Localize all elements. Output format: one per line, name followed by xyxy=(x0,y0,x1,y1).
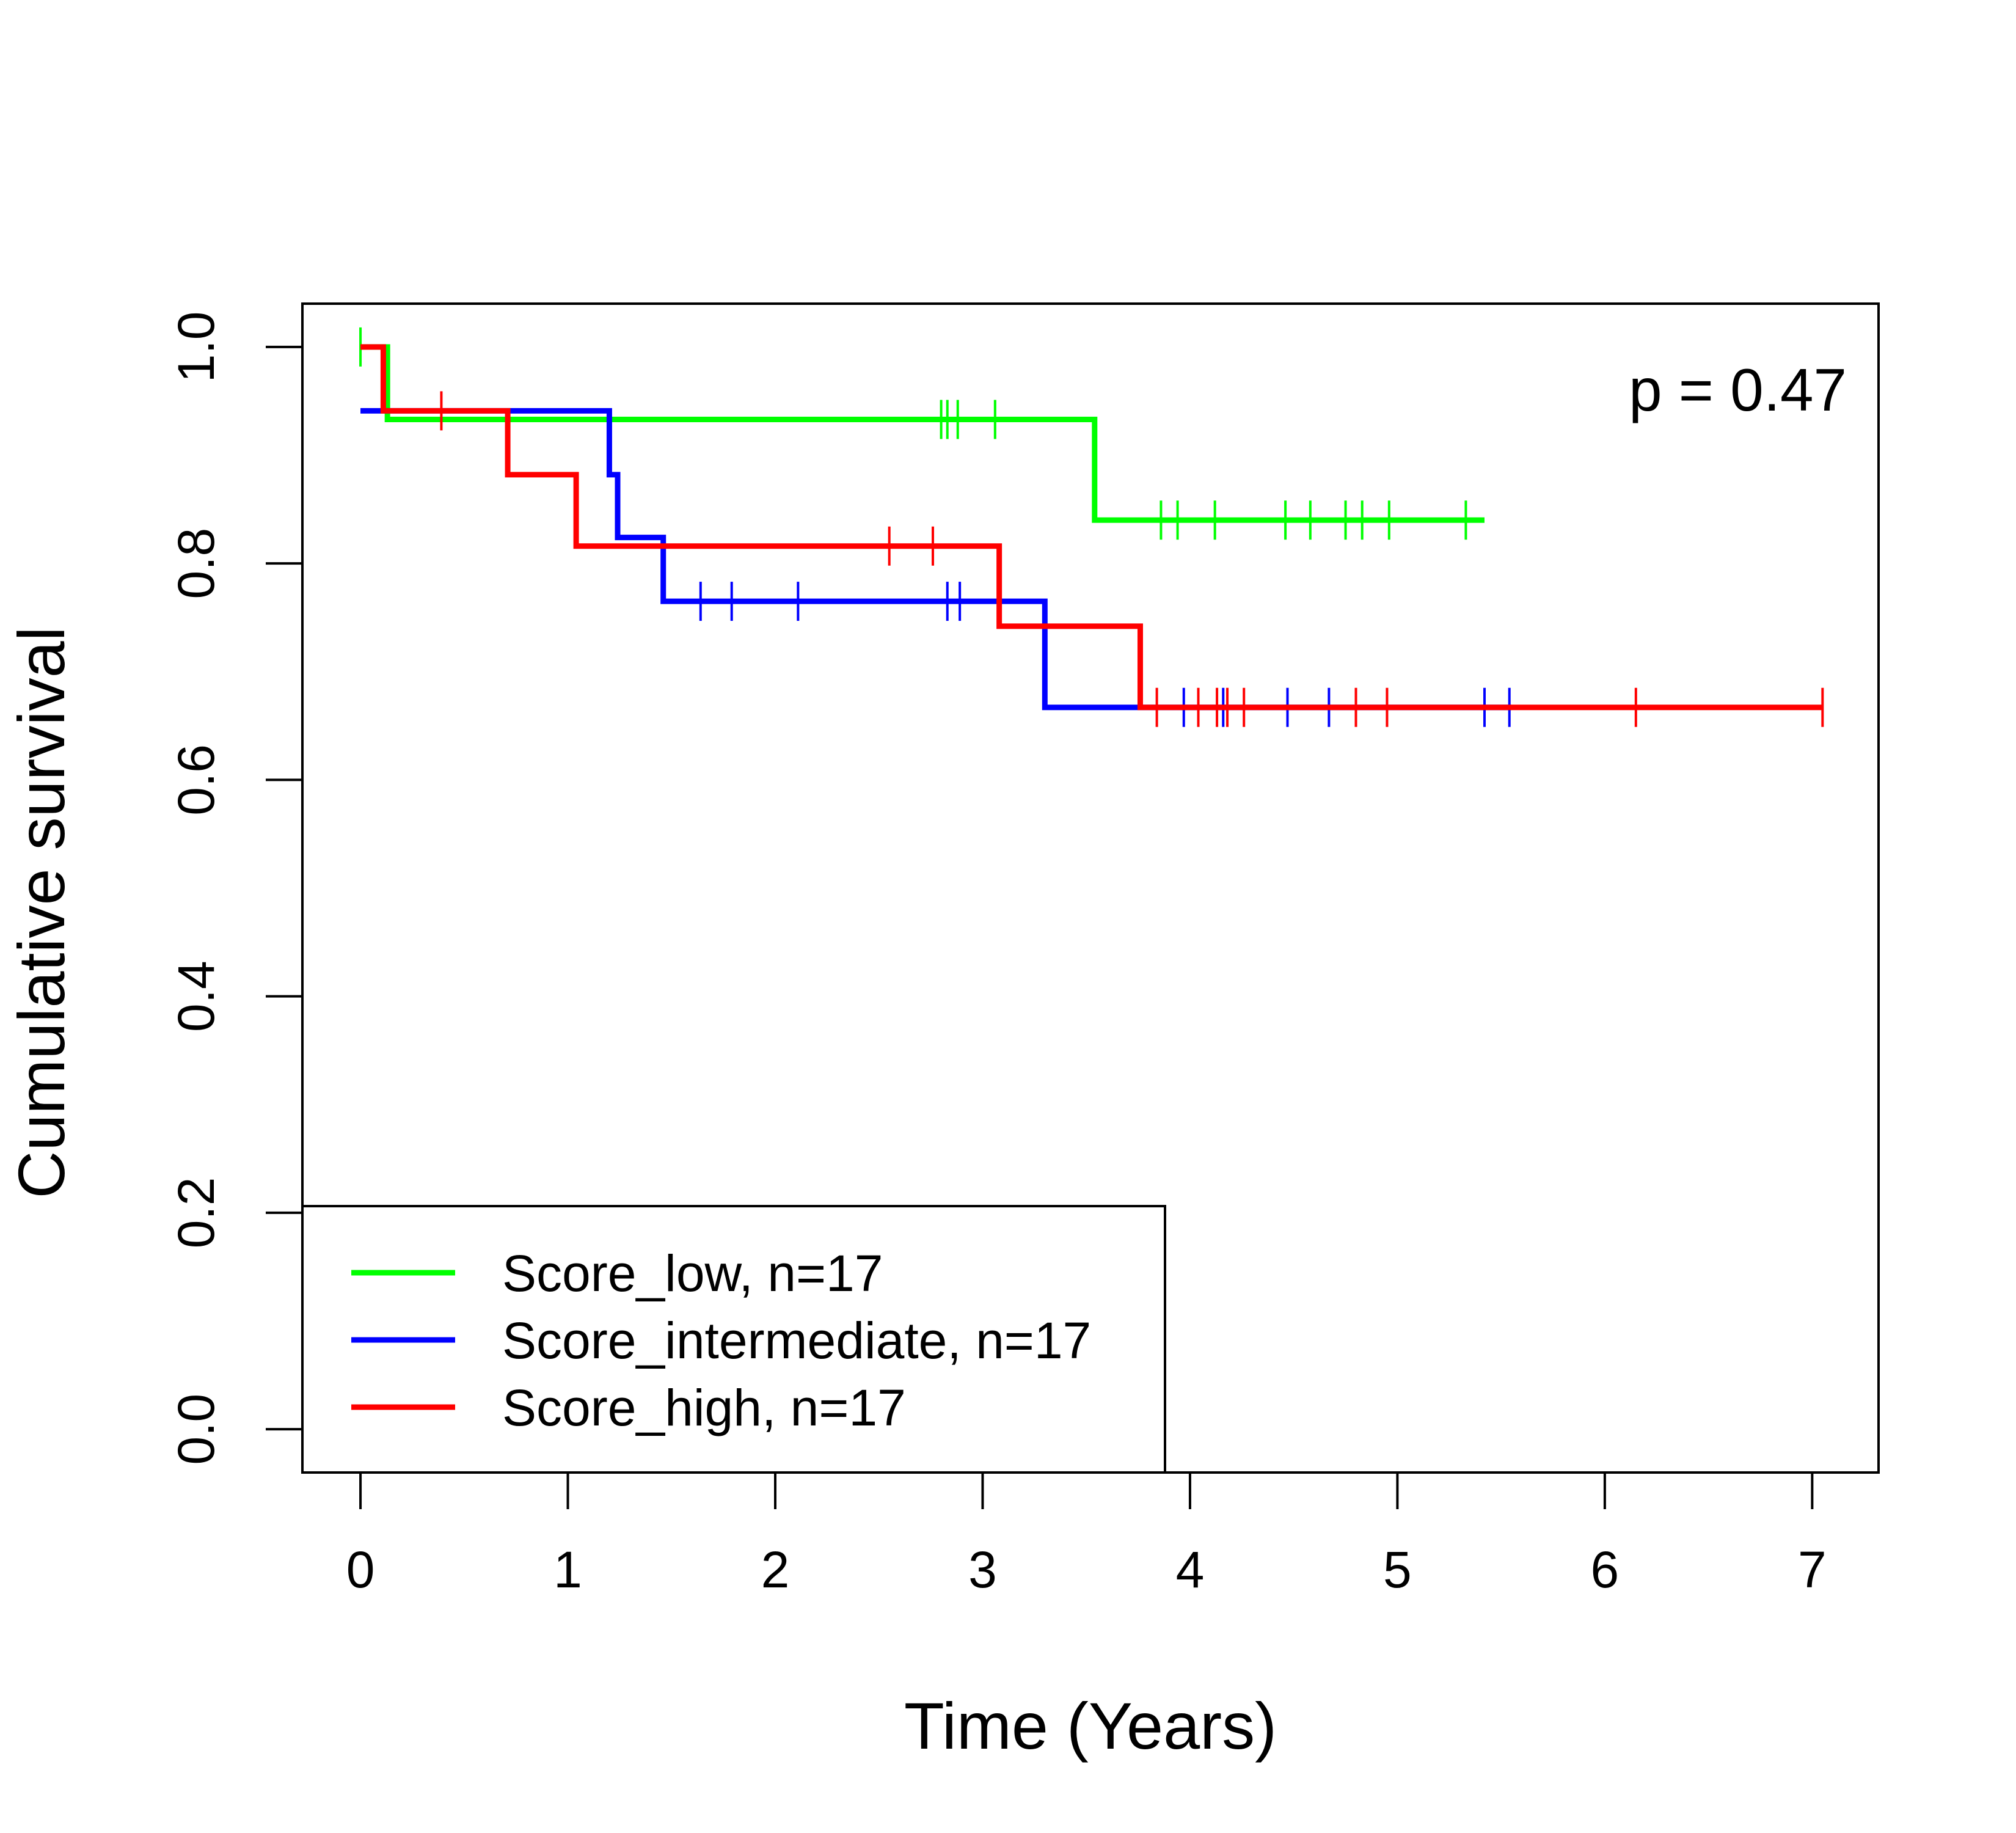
series-line-2 xyxy=(360,344,1823,711)
y-axis-title: Cumulative survival xyxy=(4,626,78,1198)
x-tick-label-7: 7 xyxy=(1798,1541,1827,1598)
y-tick-label-0: 0.0 xyxy=(167,1394,225,1465)
y-tick-label-2: 0.4 xyxy=(167,960,225,1032)
series-line-0 xyxy=(360,344,1485,523)
x-tick-label-3: 3 xyxy=(968,1541,997,1598)
plot-lines xyxy=(359,327,1824,727)
x-tick-label-4: 4 xyxy=(1176,1541,1205,1598)
legend-label-1: Score_intermediate, n=17 xyxy=(502,1312,1091,1369)
p-value-annotation: p = 0.47 xyxy=(1629,356,1847,423)
y-tick-label-1: 0.2 xyxy=(167,1177,225,1248)
x-tick-label-2: 2 xyxy=(761,1541,790,1598)
x-tick-label-1: 1 xyxy=(553,1541,582,1598)
y-tick-label-4: 0.8 xyxy=(167,528,225,599)
legend-label-0: Score_low, n=17 xyxy=(502,1245,883,1302)
legend: Score_low, n=17 Score_intermediate, n=17 S… xyxy=(301,1205,1166,1474)
y-tick-label-5: 1.0 xyxy=(167,311,225,382)
x-tick-label-5: 5 xyxy=(1383,1541,1412,1598)
y-tick-label-3: 0.6 xyxy=(167,744,225,816)
x-axis-title: Time (Years) xyxy=(904,1689,1277,1763)
x-tick-label-0: 0 xyxy=(346,1541,375,1598)
x-tick-label-6: 6 xyxy=(1591,1541,1620,1598)
legend-label-2: Score_high, n=17 xyxy=(502,1379,906,1436)
series-line-1 xyxy=(360,408,1512,711)
